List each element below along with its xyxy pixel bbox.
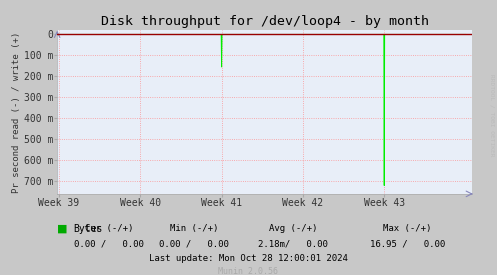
Text: Munin 2.0.56: Munin 2.0.56 [219, 267, 278, 275]
Y-axis label: Pr second read (-) / write (+): Pr second read (-) / write (+) [12, 31, 21, 193]
Title: Disk throughput for /dev/loop4 - by month: Disk throughput for /dev/loop4 - by mont… [101, 15, 428, 28]
Text: Avg (-/+): Avg (-/+) [269, 224, 318, 233]
Text: 0.00 /   0.00: 0.00 / 0.00 [159, 239, 229, 248]
Text: 0.00 /   0.00: 0.00 / 0.00 [75, 239, 144, 248]
Text: Bytes: Bytes [74, 224, 103, 234]
Text: ■: ■ [57, 224, 68, 234]
Text: Last update: Mon Oct 28 12:00:01 2024: Last update: Mon Oct 28 12:00:01 2024 [149, 254, 348, 263]
Text: 2.18m/   0.00: 2.18m/ 0.00 [258, 239, 328, 248]
Text: Min (-/+): Min (-/+) [169, 224, 218, 233]
Text: 16.95 /   0.00: 16.95 / 0.00 [370, 239, 445, 248]
Text: Cur (-/+): Cur (-/+) [85, 224, 134, 233]
Text: RRDTOOL / TOBI OETIKER: RRDTOOL / TOBI OETIKER [490, 74, 495, 157]
Text: Max (-/+): Max (-/+) [383, 224, 432, 233]
